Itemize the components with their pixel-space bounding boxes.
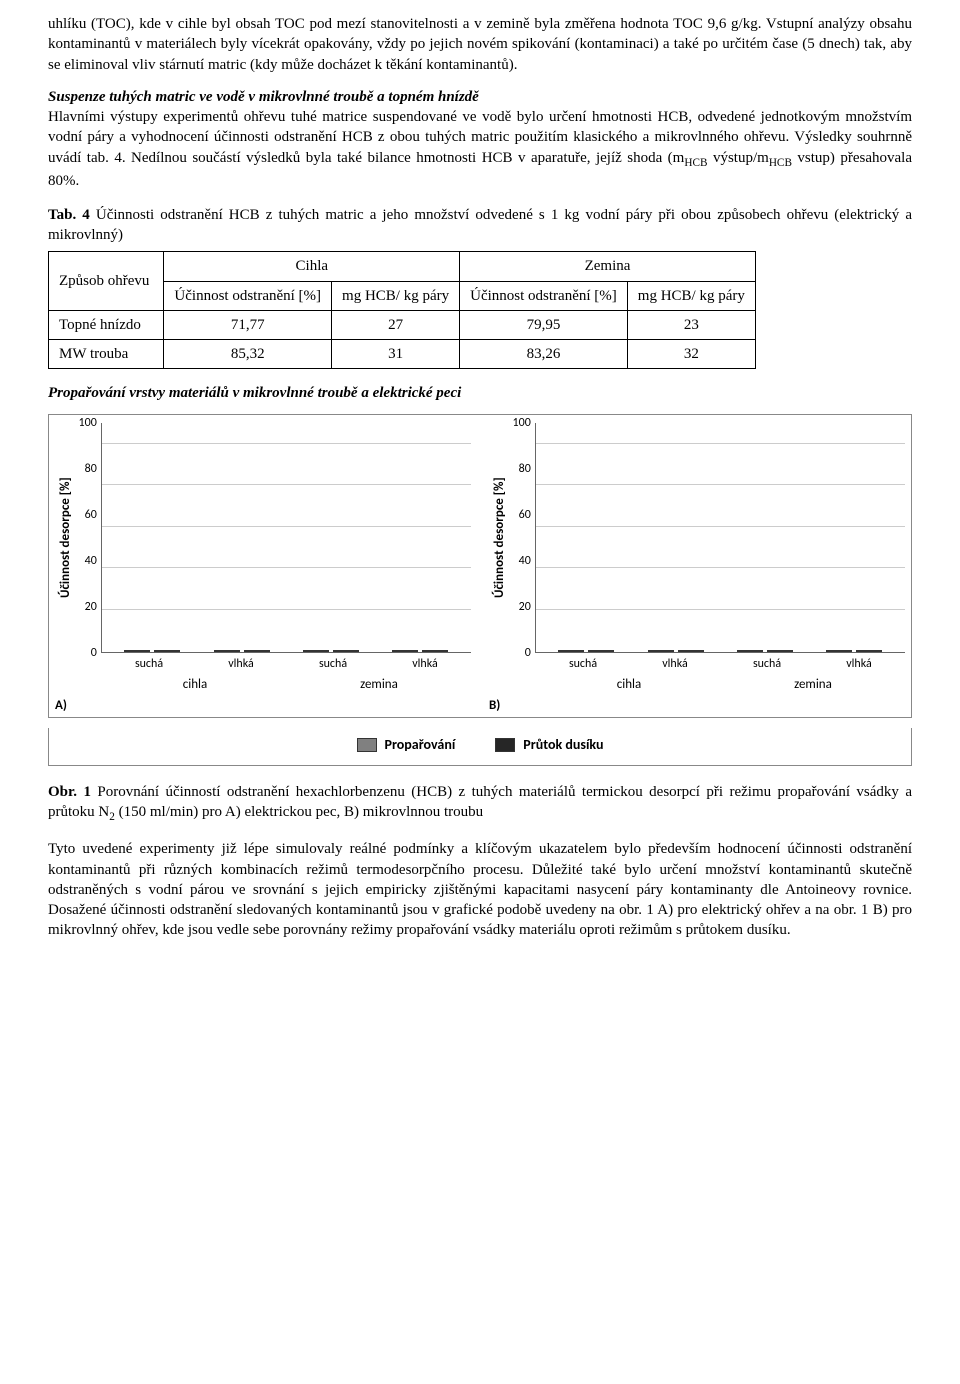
charts-container: Účinnost desorpce [%] 100806040200 suchá… [48, 414, 912, 718]
legend-swatch-2 [495, 738, 515, 752]
bar-series2 [154, 650, 180, 652]
fig1-part2: (150 ml/min) pro A) elektrickou pec, B) … [115, 804, 483, 820]
section1-block: Suspenze tuhých matric ve vodě v mikrovl… [48, 87, 912, 191]
cell-label: Topné hnízdo [49, 310, 164, 339]
bar-series1 [214, 650, 240, 652]
bar-series2 [333, 650, 359, 652]
cell: 23 [627, 310, 755, 339]
fig1-caption: Obr. 1 Porovnání účinností odstranění he… [48, 782, 912, 825]
intro-paragraph: uhlíku (TOC), kde v cihle byl obsah TOC … [48, 14, 912, 75]
sub-hcb-2: HCB [769, 157, 792, 169]
bar-series1 [737, 650, 763, 652]
xaxis-a: suchávlhkásuchávlhká [103, 653, 471, 672]
bar-series1 [392, 650, 418, 652]
cell: 79,95 [460, 310, 628, 339]
xaxis2-b: cihlazemina [537, 676, 905, 694]
ylabel-b: Účinnost desorpce [%] [489, 423, 511, 653]
bar-series1 [303, 650, 329, 652]
tab4-caption: Tab. 4 Účinnosti odstranění HCB z tuhých… [48, 205, 912, 246]
bar-series1 [648, 650, 674, 652]
fig1-prefix: Obr. 1 [48, 784, 91, 800]
panel-tag-b: B) [489, 697, 905, 715]
th-cihla: Cihla [164, 252, 460, 281]
final-paragraph: Tyto uvedené experimenty již lépe simulo… [48, 839, 912, 940]
legend-label-2: Průtok dusíku [523, 736, 603, 755]
bar-series2 [244, 650, 270, 652]
bar-series2 [767, 650, 793, 652]
bar-series1 [558, 650, 584, 652]
cell: 83,26 [460, 340, 628, 369]
legend-swatch-1 [357, 738, 377, 752]
plot-a [101, 423, 471, 653]
chart-legend: Propařování Průtok dusíku [48, 728, 912, 766]
section1-text-mid: výstup/m [708, 150, 769, 166]
th-eff-2: Účinnost odstranění [%] [460, 281, 628, 310]
table-row: Topné hnízdo 71,77 27 79,95 23 [49, 310, 756, 339]
plot-b [535, 423, 905, 653]
bar-series1 [826, 650, 852, 652]
cell: 32 [627, 340, 755, 369]
cell: 85,32 [164, 340, 332, 369]
th-method: Způsob ohřevu [49, 252, 164, 311]
cell: 31 [332, 340, 460, 369]
section2-title: Propařování vrstvy materiálů v mikrovlnn… [48, 383, 912, 403]
th-mg-2: mg HCB/ kg páry [627, 281, 755, 310]
sub-hcb-1: HCB [684, 157, 707, 169]
chart-panel-b: Účinnost desorpce [%] 100806040200 suchá… [489, 423, 905, 715]
section1-title: Suspenze tuhých matric ve vodě v mikrovl… [48, 89, 479, 105]
legend-item-1: Propařování [357, 736, 456, 755]
th-zemina: Zemina [460, 252, 756, 281]
ylabel-a: Účinnost desorpce [%] [55, 423, 77, 653]
bar-series2 [678, 650, 704, 652]
cell: 71,77 [164, 310, 332, 339]
tab4-prefix: Tab. 4 [48, 207, 90, 223]
xaxis-b: suchávlhkásuchávlhká [537, 653, 905, 672]
cell: 27 [332, 310, 460, 339]
th-eff-1: Účinnost odstranění [%] [164, 281, 332, 310]
cell-label: MW trouba [49, 340, 164, 369]
th-mg-1: mg HCB/ kg páry [332, 281, 460, 310]
xaxis2-a: cihlazemina [103, 676, 471, 694]
chart-panel-a: Účinnost desorpce [%] 100806040200 suchá… [55, 423, 471, 715]
bar-series2 [588, 650, 614, 652]
panel-tag-a: A) [55, 697, 471, 715]
yaxis-b: 100806040200 [511, 423, 535, 653]
legend-item-2: Průtok dusíku [495, 736, 603, 755]
tab4-rest: Účinnosti odstranění HCB z tuhých matric… [48, 207, 912, 243]
table-row: MW trouba 85,32 31 83,26 32 [49, 340, 756, 369]
table-4: Způsob ohřevu Cihla Zemina Účinnost odst… [48, 251, 756, 369]
bar-series2 [422, 650, 448, 652]
legend-label-1: Propařování [385, 736, 456, 755]
bar-series2 [856, 650, 882, 652]
bar-series1 [124, 650, 150, 652]
yaxis-a: 100806040200 [77, 423, 101, 653]
